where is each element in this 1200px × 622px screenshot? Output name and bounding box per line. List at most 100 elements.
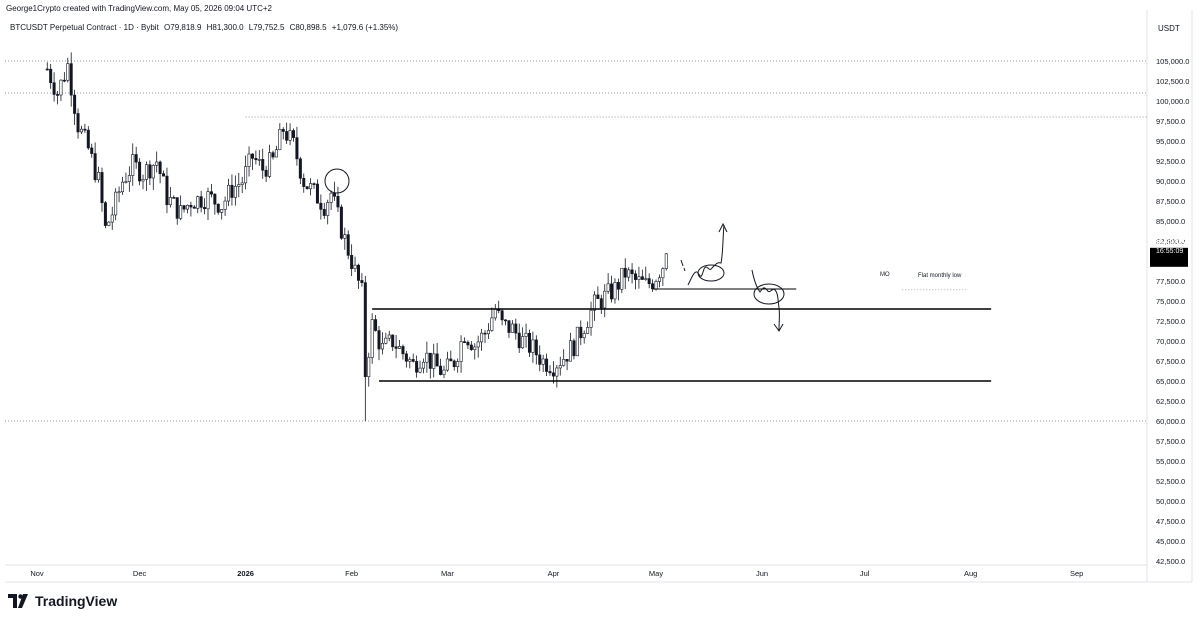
candle-body (185, 204, 189, 210)
low-value: L79,752.5 (248, 23, 285, 32)
candle-body (377, 330, 381, 350)
candle-body (384, 337, 388, 344)
candle-body (445, 358, 449, 371)
candle-body (558, 365, 562, 369)
candle-body (640, 276, 644, 280)
candle-body (90, 147, 94, 154)
candle-body (630, 269, 634, 275)
candle-body (203, 207, 207, 210)
candle-body (473, 346, 477, 350)
x-tick-label: Apr (548, 569, 560, 578)
candle-body (514, 323, 518, 334)
candle-body (367, 357, 371, 377)
candle-body (370, 319, 374, 358)
y-tick-label: 57,500.0 (1156, 437, 1185, 446)
hand-drawn-annotations (324, 168, 785, 332)
flat-monthly-low-label: Flat monthly low (918, 273, 962, 279)
candle-body (391, 334, 395, 348)
candle-body (603, 290, 607, 309)
candle-body (664, 253, 668, 269)
candle-body (647, 278, 651, 284)
candle-body (172, 197, 176, 199)
circle-mark-jun (753, 283, 785, 305)
y-tick-label: 55,000.0 (1156, 457, 1185, 466)
candle-body (462, 341, 466, 343)
candle-body (633, 273, 637, 280)
candle-body (421, 361, 425, 369)
candle-body (69, 63, 73, 96)
candle-body (493, 308, 497, 319)
candle-body (291, 130, 295, 138)
y-tick-label: 95,000.0 (1156, 137, 1185, 146)
candle-body (456, 361, 460, 368)
x-tick-label: Sep (1070, 569, 1083, 578)
candle-body (333, 192, 337, 197)
candle-body (620, 267, 624, 290)
y-tick-label: 90,000.0 (1156, 177, 1185, 186)
candle-body (250, 153, 254, 159)
candle-body (586, 327, 590, 334)
candle-body (500, 310, 504, 321)
candle-body (486, 330, 490, 335)
candle-body (411, 359, 415, 362)
candle-body (127, 175, 131, 182)
candle-body (483, 332, 487, 335)
candle-body (442, 369, 446, 375)
candle-body (534, 339, 538, 356)
candle-body (209, 191, 213, 195)
candle-body (268, 152, 272, 177)
candle-body (319, 202, 323, 210)
candle-body (179, 205, 183, 219)
candle-body (661, 268, 665, 279)
candle-body (199, 196, 203, 208)
candle-body (261, 159, 265, 171)
price-axis[interactable]: 105,000.0 102,500.0 100,000.0 97,500.0 95,00… (1156, 57, 1189, 566)
candle-body (606, 283, 610, 292)
candle-body (596, 294, 600, 299)
candle-body (541, 358, 545, 365)
candle-body (100, 172, 104, 203)
candle-body (394, 346, 398, 349)
candle-body (644, 278, 648, 280)
candle-body (59, 79, 63, 96)
tradingview-brand[interactable]: TradingView (8, 593, 117, 609)
candle-body (592, 294, 596, 311)
candle-body (507, 320, 511, 333)
candle-body (155, 161, 159, 166)
high-value: H81,300.0 (206, 23, 244, 32)
x-tick-label: Nov (30, 569, 44, 578)
candle-body (124, 181, 128, 183)
candle-body (86, 129, 90, 149)
candle-body (213, 193, 217, 205)
y-tick-label: 70,000.0 (1156, 337, 1185, 346)
candle-body (76, 113, 80, 133)
candle-body (175, 197, 179, 219)
candle-body (168, 197, 172, 206)
candle-body (62, 79, 66, 82)
candle-body (418, 367, 422, 373)
symbol-name[interactable]: BTCUSDT Perpetual Contract · 1D · Bybit (10, 23, 159, 32)
candle-body (110, 214, 114, 223)
candle-body (517, 332, 521, 349)
candle-body (428, 352, 432, 369)
candle-body (610, 283, 614, 300)
tradingview-logo-icon (8, 594, 28, 608)
candle-body (374, 319, 378, 331)
candle-body (49, 68, 53, 84)
candle-body (315, 183, 319, 204)
time-axis[interactable]: Nov Dec 2026 Feb Mar Apr May Jun Jul Aug Sep (30, 569, 1083, 578)
candle-body (356, 264, 360, 281)
dash-mark (680, 259, 686, 272)
current-price-tag: 80,898.5 16:55:09 (1150, 238, 1188, 267)
change-value: +1,079.6 (+1.35%) (331, 23, 399, 32)
candle-body (548, 371, 552, 374)
candle-body (425, 352, 429, 363)
candle-body (151, 165, 155, 179)
candle-body (285, 131, 289, 141)
candle-body (623, 267, 627, 278)
candle-body (353, 264, 357, 269)
reference-lines (5, 60, 1147, 422)
y-tick-label: 65,000.0 (1156, 377, 1185, 386)
x-tick-label: May (649, 569, 663, 578)
